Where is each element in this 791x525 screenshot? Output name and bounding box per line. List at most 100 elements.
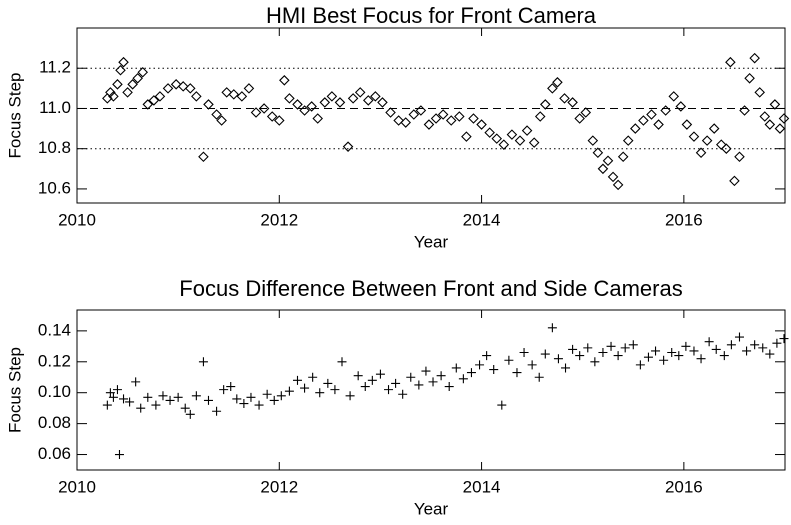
point — [617, 151, 629, 163]
point — [695, 147, 707, 158]
point — [122, 87, 133, 98]
point — [337, 357, 347, 367]
y-tick-label: 11.2 — [39, 58, 71, 77]
point — [451, 363, 461, 373]
point — [125, 397, 135, 407]
point — [239, 399, 249, 409]
point — [326, 91, 338, 102]
point — [102, 400, 112, 410]
point — [306, 101, 317, 112]
y-tick-label: 0.12 — [38, 351, 71, 370]
point — [491, 133, 503, 144]
point — [276, 391, 286, 401]
point — [191, 91, 202, 102]
point — [612, 179, 624, 191]
point — [580, 107, 592, 118]
point — [742, 346, 752, 356]
point — [444, 382, 454, 392]
point — [370, 91, 381, 102]
point — [154, 91, 166, 102]
point — [148, 95, 160, 106]
x-axis-label: Year — [414, 499, 449, 518]
point — [203, 395, 213, 405]
point — [105, 388, 115, 398]
point — [519, 348, 529, 358]
point — [408, 109, 420, 120]
point — [729, 175, 740, 187]
plot-frame — [76, 27, 786, 204]
point — [203, 99, 214, 110]
point — [165, 395, 175, 405]
point — [484, 127, 495, 138]
point — [458, 374, 468, 384]
point — [504, 355, 514, 365]
point — [638, 115, 649, 126]
point — [630, 123, 641, 134]
x-tick-label: 2014 — [463, 210, 501, 229]
point — [721, 143, 732, 154]
point — [136, 403, 146, 413]
point — [198, 151, 209, 163]
y-tick-label: 10.8 — [38, 138, 71, 157]
point — [170, 79, 182, 90]
point — [534, 372, 544, 382]
point — [211, 109, 222, 120]
point — [606, 341, 616, 351]
x-tick-label: 2012 — [260, 210, 298, 229]
point — [212, 406, 222, 416]
point — [547, 83, 558, 94]
point — [243, 83, 255, 94]
point — [725, 56, 736, 68]
x-tick-label: 2016 — [665, 477, 703, 496]
y-tick-label: 0.08 — [38, 413, 71, 432]
point — [675, 101, 687, 112]
point — [423, 119, 435, 130]
point — [228, 89, 240, 100]
point — [421, 366, 431, 376]
point — [108, 91, 119, 102]
point — [428, 377, 438, 387]
point — [749, 52, 760, 64]
point — [475, 360, 485, 370]
point — [489, 365, 499, 375]
point — [575, 351, 585, 361]
point — [772, 338, 782, 348]
y-tick-label: 0.06 — [38, 444, 71, 463]
point — [334, 97, 346, 108]
point — [221, 87, 232, 98]
point — [696, 354, 706, 364]
point — [266, 111, 278, 122]
point — [590, 357, 600, 367]
x-tick-label: 2014 — [463, 477, 501, 496]
point — [506, 129, 518, 140]
point — [559, 93, 570, 104]
y-tick-label: 0.10 — [38, 382, 71, 401]
point — [219, 385, 229, 395]
point — [514, 135, 526, 146]
point — [668, 91, 680, 102]
point — [602, 155, 614, 167]
point — [681, 341, 691, 351]
point — [112, 385, 122, 395]
point — [734, 151, 745, 163]
point — [660, 105, 671, 116]
point — [180, 403, 190, 413]
point — [173, 392, 183, 402]
point — [250, 107, 262, 118]
point — [774, 123, 786, 134]
point — [198, 357, 208, 367]
point — [414, 380, 424, 390]
point — [262, 389, 272, 399]
point — [476, 119, 487, 130]
point — [367, 375, 377, 385]
x-tick-label: 2010 — [58, 477, 96, 496]
point — [330, 385, 340, 395]
y-tick-label: 10.6 — [38, 178, 71, 197]
point — [653, 119, 664, 130]
point — [430, 113, 442, 124]
point — [739, 105, 750, 116]
x-tick-label: 2012 — [260, 477, 298, 496]
point — [734, 332, 744, 342]
point — [778, 113, 790, 124]
point — [597, 163, 609, 175]
